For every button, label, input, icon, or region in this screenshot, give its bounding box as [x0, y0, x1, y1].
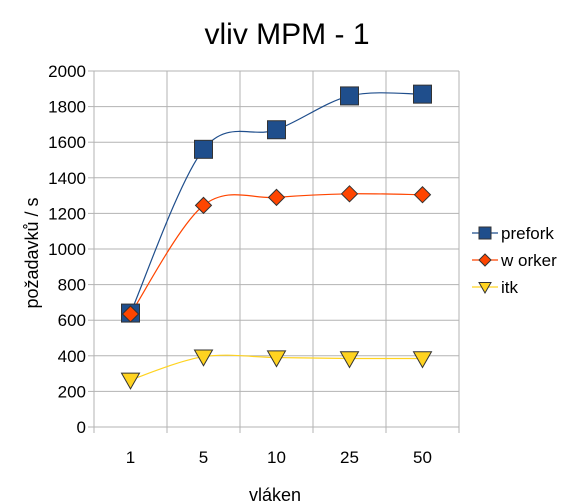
y-tick-label: 1400 — [48, 169, 86, 188]
y-tick-label: 1800 — [48, 98, 86, 117]
y-axis-label: požadavků / s — [22, 197, 42, 308]
data-point-diamond — [194, 196, 213, 215]
grid — [93, 70, 460, 428]
data-point-diamond — [121, 305, 140, 323]
legend-label: w orker — [500, 251, 557, 270]
y-tick-label: 800 — [58, 276, 86, 295]
series-line-0 — [129, 92, 423, 314]
x-tick-labels: 1 5 10 25 50 — [126, 448, 432, 467]
x-axis-label: vláken — [249, 485, 301, 504]
y-tick-label: 1200 — [48, 204, 86, 223]
data-point-triangle-down — [120, 372, 141, 390]
chart-title: vliv MPM - 1 — [205, 18, 370, 51]
data-point-triangle-down — [412, 351, 433, 369]
x-tick-label: 25 — [340, 448, 359, 467]
y-tick-label: 0 — [77, 418, 86, 437]
x-tick-label: 10 — [267, 448, 286, 467]
legend-marker — [478, 253, 492, 267]
legend: prefork w orker itk — [472, 224, 557, 297]
x-tick-label: 1 — [126, 448, 135, 467]
y-tick-label: 1600 — [48, 133, 86, 152]
data-point-triangle-down — [193, 349, 214, 367]
y-tick-label: 600 — [58, 311, 86, 330]
data-point-triangle-down — [339, 351, 360, 369]
x-tick-label: 50 — [413, 448, 432, 467]
y-tick-label: 400 — [58, 347, 86, 366]
legend-marker — [478, 282, 492, 295]
y-tick-label: 2000 — [48, 62, 86, 81]
data-point-square — [340, 86, 359, 106]
data-point-square — [267, 120, 286, 140]
x-tick-label: 5 — [199, 448, 208, 467]
data-point-triangle-down — [266, 350, 287, 368]
series-markers — [120, 84, 433, 390]
data-point-diamond — [340, 185, 359, 203]
y-tick-labels: 0 200 400 600 800 1000 1200 1400 1600 1800 2000 — [48, 62, 86, 437]
legend-label: itk — [501, 278, 519, 297]
axes — [88, 70, 460, 433]
y-tick-label: 1000 — [48, 240, 86, 259]
data-point-diamond — [413, 186, 432, 204]
data-point-diamond — [267, 188, 286, 207]
series-line-1 — [130, 193, 423, 315]
legend-label: prefork — [501, 224, 554, 243]
legend-marker — [478, 226, 492, 240]
data-point-square — [413, 84, 432, 104]
y-tick-label: 200 — [58, 382, 86, 401]
data-point-square — [194, 139, 213, 159]
